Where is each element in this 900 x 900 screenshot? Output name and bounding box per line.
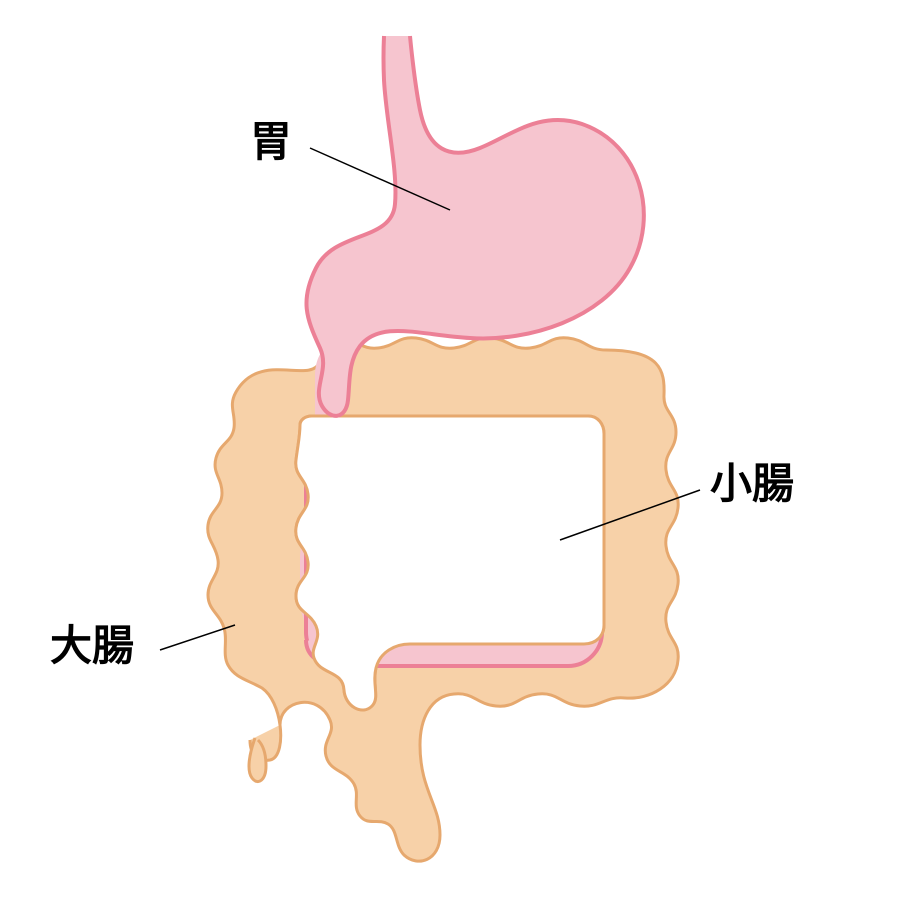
label-stomach: 胃 [250, 108, 292, 169]
label-small-intestine: 小腸 [710, 450, 794, 511]
leader-large-intestine [160, 625, 235, 650]
digestive-system-diagram: 胃 小腸 大腸 [0, 0, 900, 900]
label-large-intestine: 大腸 [50, 612, 134, 673]
